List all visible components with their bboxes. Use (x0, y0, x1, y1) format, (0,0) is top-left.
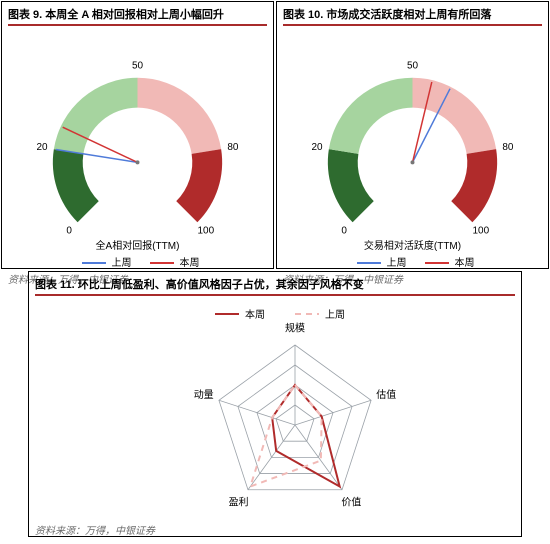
svg-text:上周: 上周 (325, 309, 345, 321)
svg-text:20: 20 (37, 142, 49, 153)
radar-chart: 规模估值价值 盈利 动量 本周 上周 (35, 300, 515, 520)
svg-text:80: 80 (227, 142, 239, 153)
legend: 上周本周 (8, 254, 267, 269)
svg-text:动量: 动量 (194, 389, 214, 401)
chart-title: 图表 10. 市场成交活跃度相对上周有所回落 (283, 6, 542, 26)
svg-text:80: 80 (502, 142, 514, 153)
chart-subtitle: 全A相对回报(TTM) (8, 237, 267, 252)
svg-text:估值: 估值 (376, 388, 396, 401)
svg-text:盈利: 盈利 (229, 496, 249, 508)
svg-text:0: 0 (66, 225, 72, 235)
gauge-chart-right: 0 20 50 80 100 (283, 30, 542, 235)
gauge-panel-right: 图表 10. 市场成交活跃度相对上周有所回落 0 20 50 80 100 交易相对活跃… (276, 1, 549, 269)
svg-text:50: 50 (407, 60, 419, 71)
svg-text:0: 0 (341, 225, 347, 235)
chart-title: 图表 9. 本周全 A 相对回报相对上周小幅回升 (8, 6, 267, 26)
chart-title: 图表 11. 环比上周低盈利、高价值风格因子占优，其余因子风格不变 (35, 276, 515, 296)
svg-text:20: 20 (312, 142, 324, 153)
svg-text:100: 100 (473, 225, 490, 235)
svg-text:50: 50 (132, 60, 144, 71)
chart-subtitle: 交易相对活跃度(TTM) (283, 237, 542, 252)
gauge-chart-left: 0 20 50 80 100 (8, 30, 267, 235)
legend: 上周本周 (283, 254, 542, 269)
svg-text:规模: 规模 (285, 322, 305, 335)
source-text: 资料来源：万得，中银证券 (35, 522, 515, 537)
svg-text:价值: 价值 (341, 495, 361, 508)
radar-panel: 图表 11. 环比上周低盈利、高价值风格因子占优，其余因子风格不变 规模估值价值… (28, 271, 522, 537)
svg-text:本周: 本周 (245, 308, 265, 321)
gauge-panel-left: 图表 9. 本周全 A 相对回报相对上周小幅回升 0 20 50 80 100 全A相对… (1, 1, 274, 269)
svg-text:100: 100 (198, 225, 215, 235)
